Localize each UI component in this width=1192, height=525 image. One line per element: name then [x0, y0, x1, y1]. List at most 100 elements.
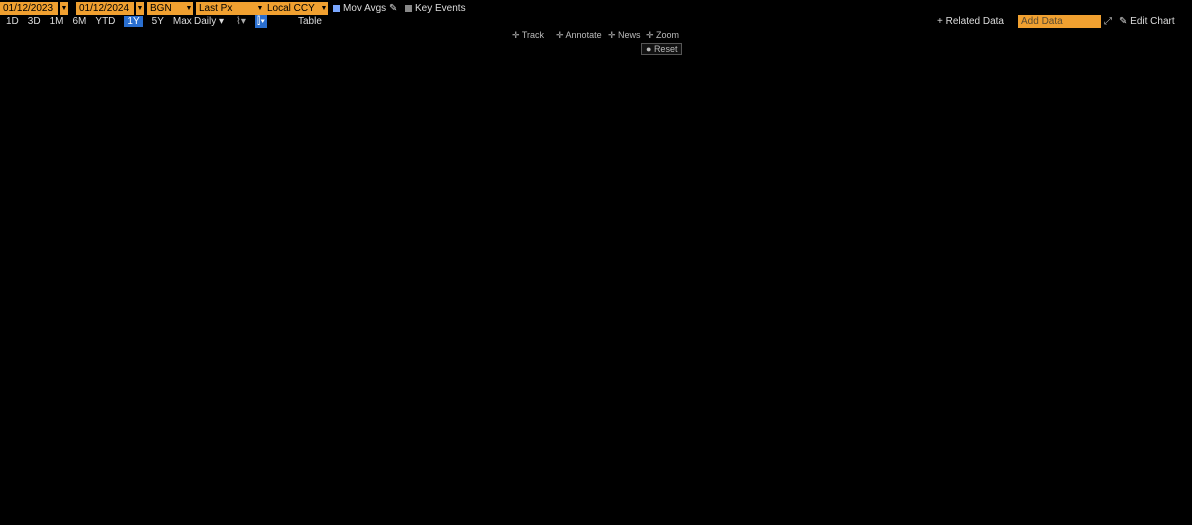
candle-body	[596, 241, 605, 252]
table-button[interactable]: Table	[298, 16, 322, 27]
mov-avgs-toggle[interactable]: Mov Avgs ✎	[333, 2, 397, 15]
x-tick-label: Sep 8	[138, 502, 162, 512]
period-button[interactable]: Max	[172, 16, 192, 27]
candle-body	[1046, 153, 1055, 181]
related-data[interactable]: Related Data	[945, 16, 1004, 27]
end-date[interactable]: 01/12/2024	[76, 2, 134, 15]
candle-body	[506, 264, 515, 270]
candle-body	[888, 255, 897, 259]
candle-body	[269, 323, 278, 336]
period-button[interactable]: 1Y	[124, 16, 143, 27]
candle-body	[157, 327, 166, 332]
candle-body	[101, 305, 110, 308]
candle-body	[44, 332, 53, 339]
add-data-input[interactable]: Add Data	[1018, 15, 1101, 28]
candle-body	[922, 189, 931, 210]
chart-tool-label[interactable]: News	[618, 30, 641, 40]
chart-tool-label[interactable]: Annotate	[565, 30, 602, 40]
chart-tool[interactable]: ✛ News	[608, 30, 641, 40]
year-label: 2024	[1074, 513, 1094, 523]
candle-body	[742, 233, 751, 244]
candle-body	[314, 396, 323, 418]
candle-body	[697, 255, 706, 285]
x-tick-label: Oct 23	[486, 502, 513, 512]
start-date[interactable]: 01/12/2023	[0, 2, 58, 15]
fib-label: 23.6%(2058.72)	[386, 151, 443, 160]
candle-body	[900, 198, 909, 259]
source[interactable]: BGN	[147, 2, 187, 15]
candle-body	[551, 224, 560, 240]
fib-label: 0.0%(2135.39)	[386, 57, 439, 66]
period-button[interactable]: 5Y	[151, 16, 164, 27]
chart-type-icon[interactable]: ⌇▾	[236, 16, 246, 27]
period-button[interactable]: 3D	[27, 16, 41, 27]
chart-tool-label[interactable]: Zoom	[656, 30, 680, 40]
dropdown[interactable]: ▼	[185, 2, 193, 15]
y-tick-label: 2100	[1162, 105, 1182, 115]
reset[interactable]: Reset	[653, 44, 678, 54]
legend-value: 1966.53	[115, 84, 144, 93]
currency[interactable]: Local CCY	[264, 2, 322, 15]
moving-average	[3, 213, 1130, 353]
legend-label: High on 12/04/23	[22, 46, 83, 55]
reset-button[interactable]: ● Reset	[641, 43, 683, 55]
period-button[interactable]: 1D	[6, 16, 19, 27]
candle-body	[787, 178, 796, 183]
chart-tool[interactable]: ✛ Track	[512, 30, 545, 40]
candle-body	[776, 181, 785, 218]
candle-body	[224, 313, 233, 318]
candle-body	[753, 229, 762, 244]
candle-body	[675, 277, 684, 299]
mov-avgs[interactable]: Mov Avgs	[343, 3, 387, 14]
candle-body	[33, 333, 42, 337]
y-tick-label: 2000	[1162, 227, 1182, 237]
period-button[interactable]: 6M	[72, 16, 87, 27]
candle-body	[1057, 179, 1066, 182]
candle-body	[112, 306, 121, 324]
dropdown[interactable]: ▼	[60, 2, 68, 15]
candle-body	[292, 354, 301, 387]
legend-value: 1964.67	[115, 55, 144, 64]
legend-icon	[9, 46, 16, 52]
dropdown[interactable]: ▼	[256, 2, 264, 15]
dropdown[interactable]: ▼	[320, 2, 328, 15]
x-tick-label: Sep 22	[248, 502, 277, 512]
frequency[interactable]: Daily ▾	[194, 16, 225, 27]
candle-body	[585, 250, 594, 255]
bar-type-icon[interactable]: ⫿▾	[255, 15, 268, 28]
candle-body	[967, 175, 976, 196]
dropdown[interactable]: ▼	[136, 2, 144, 15]
chart-tool[interactable]: ✛ Zoom	[646, 30, 680, 40]
key-events-toggle[interactable]: Key Events	[405, 2, 466, 15]
frequency-label[interactable]: Daily	[194, 16, 217, 27]
candle-body	[371, 436, 380, 452]
expand-icon[interactable]: ⤢	[1104, 16, 1112, 27]
key-events[interactable]: Key Events	[415, 3, 466, 14]
chart-tool-label[interactable]: Track	[521, 30, 545, 40]
candle-body	[720, 256, 729, 260]
period-button[interactable]: YTD	[95, 16, 116, 27]
candle-body	[1080, 176, 1089, 198]
candle-body	[382, 401, 391, 436]
candle-body	[618, 260, 627, 270]
candle-body	[956, 181, 965, 196]
candle-body	[348, 448, 357, 451]
x-tick-label: Nov 22	[732, 502, 761, 512]
x-tick-label: Aug 31	[80, 502, 109, 512]
field[interactable]: Last Px	[196, 2, 258, 15]
sma100-tag: 1966.53	[1159, 268, 1192, 278]
candle-body	[652, 283, 661, 307]
candle-body	[326, 416, 335, 444]
candle-body	[911, 189, 920, 200]
legend-value: 2014.90	[115, 74, 144, 83]
last-price-tag-box	[1157, 172, 1192, 185]
candle-body	[146, 329, 155, 332]
candle-body	[990, 150, 999, 169]
edit-chart[interactable]: Edit Chart	[1130, 16, 1175, 27]
x-tick-label: Nov 30	[789, 502, 818, 512]
period-button[interactable]: 1M	[49, 16, 64, 27]
related-data-button[interactable]: + Related Data	[937, 16, 1004, 27]
edit-chart-button[interactable]: ✎ Edit Chart	[1119, 16, 1175, 27]
chart-tool[interactable]: ✛ Annotate	[556, 30, 602, 40]
